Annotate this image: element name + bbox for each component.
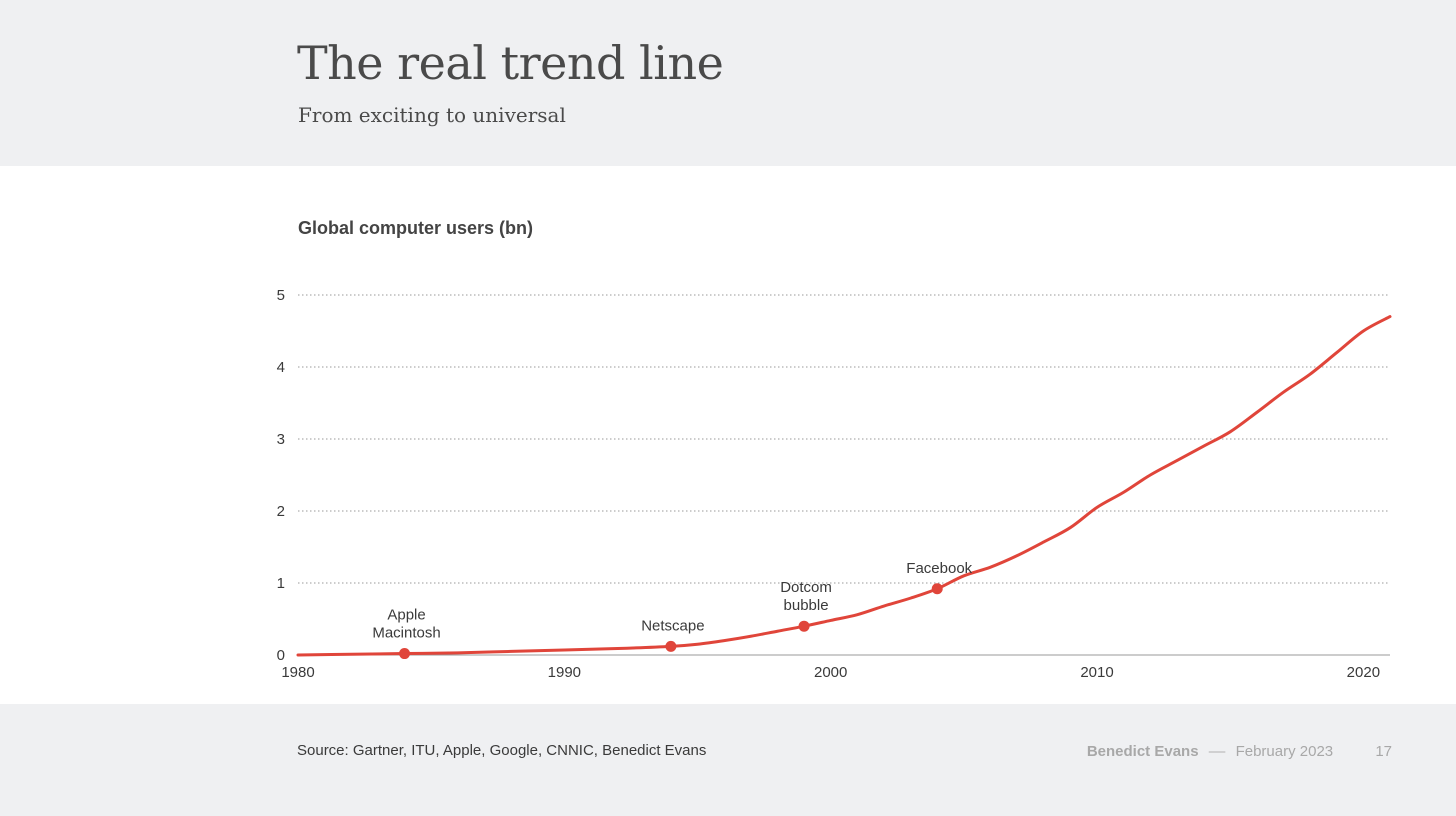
event-marker-label: Netscape — [641, 617, 704, 634]
x-tick-label: 2000 — [814, 664, 847, 681]
x-tick-label: 1980 — [281, 664, 314, 681]
event-marker-dot — [798, 620, 810, 632]
event-marker-dot — [399, 648, 411, 660]
source-note: Source: Gartner, ITU, Apple, Google, CNN… — [297, 742, 707, 759]
page-number: 17 — [1375, 743, 1392, 760]
y-tick-label: 1 — [277, 575, 285, 592]
event-marker-label: Dotcom — [780, 579, 832, 596]
y-tick-label: 2 — [277, 503, 285, 520]
line-chart: 0 1 2 3 4 5 1980 1990 2000 2010 2020 AppleMacintos… — [277, 287, 1392, 681]
x-tick-label: 2020 — [1347, 664, 1380, 681]
event-marker-label: bubble — [784, 597, 829, 614]
slide-subtitle: From exciting to universal — [298, 103, 566, 127]
footer-credit: Benedict Evans –– February 2023 17 — [1087, 743, 1392, 760]
y-tick-label: 4 — [277, 359, 285, 376]
event-marker-dot — [931, 583, 943, 595]
slide-title: The real trend line — [297, 36, 724, 90]
y-tick-label: 5 — [277, 287, 285, 304]
axes: 0 1 2 3 4 5 1980 1990 2000 2010 2020 — [277, 287, 1390, 681]
footer-author: Benedict Evans — [1086, 743, 1199, 760]
footer-separator: –– — [1208, 743, 1226, 760]
event-marker-label: Apple — [387, 607, 425, 624]
footer-date: February 2023 — [1235, 743, 1334, 760]
event-marker-label: Facebook — [906, 560, 972, 577]
footer-band: Source: Gartner, ITU, Apple, Google, CNN… — [0, 704, 1456, 816]
y-tick-label: 3 — [277, 431, 285, 448]
event-marker-dot — [665, 640, 677, 652]
y-tick-label: 0 — [277, 647, 285, 664]
x-tick-label: 2010 — [1080, 664, 1113, 681]
header-band: The real trend line From exciting to uni… — [0, 0, 1456, 166]
chart-title: Global computer users (bn) — [298, 218, 534, 238]
event-marker-label: Macintosh — [372, 625, 440, 642]
x-tick-label: 1990 — [548, 664, 581, 681]
grid-lines — [298, 294, 1390, 584]
